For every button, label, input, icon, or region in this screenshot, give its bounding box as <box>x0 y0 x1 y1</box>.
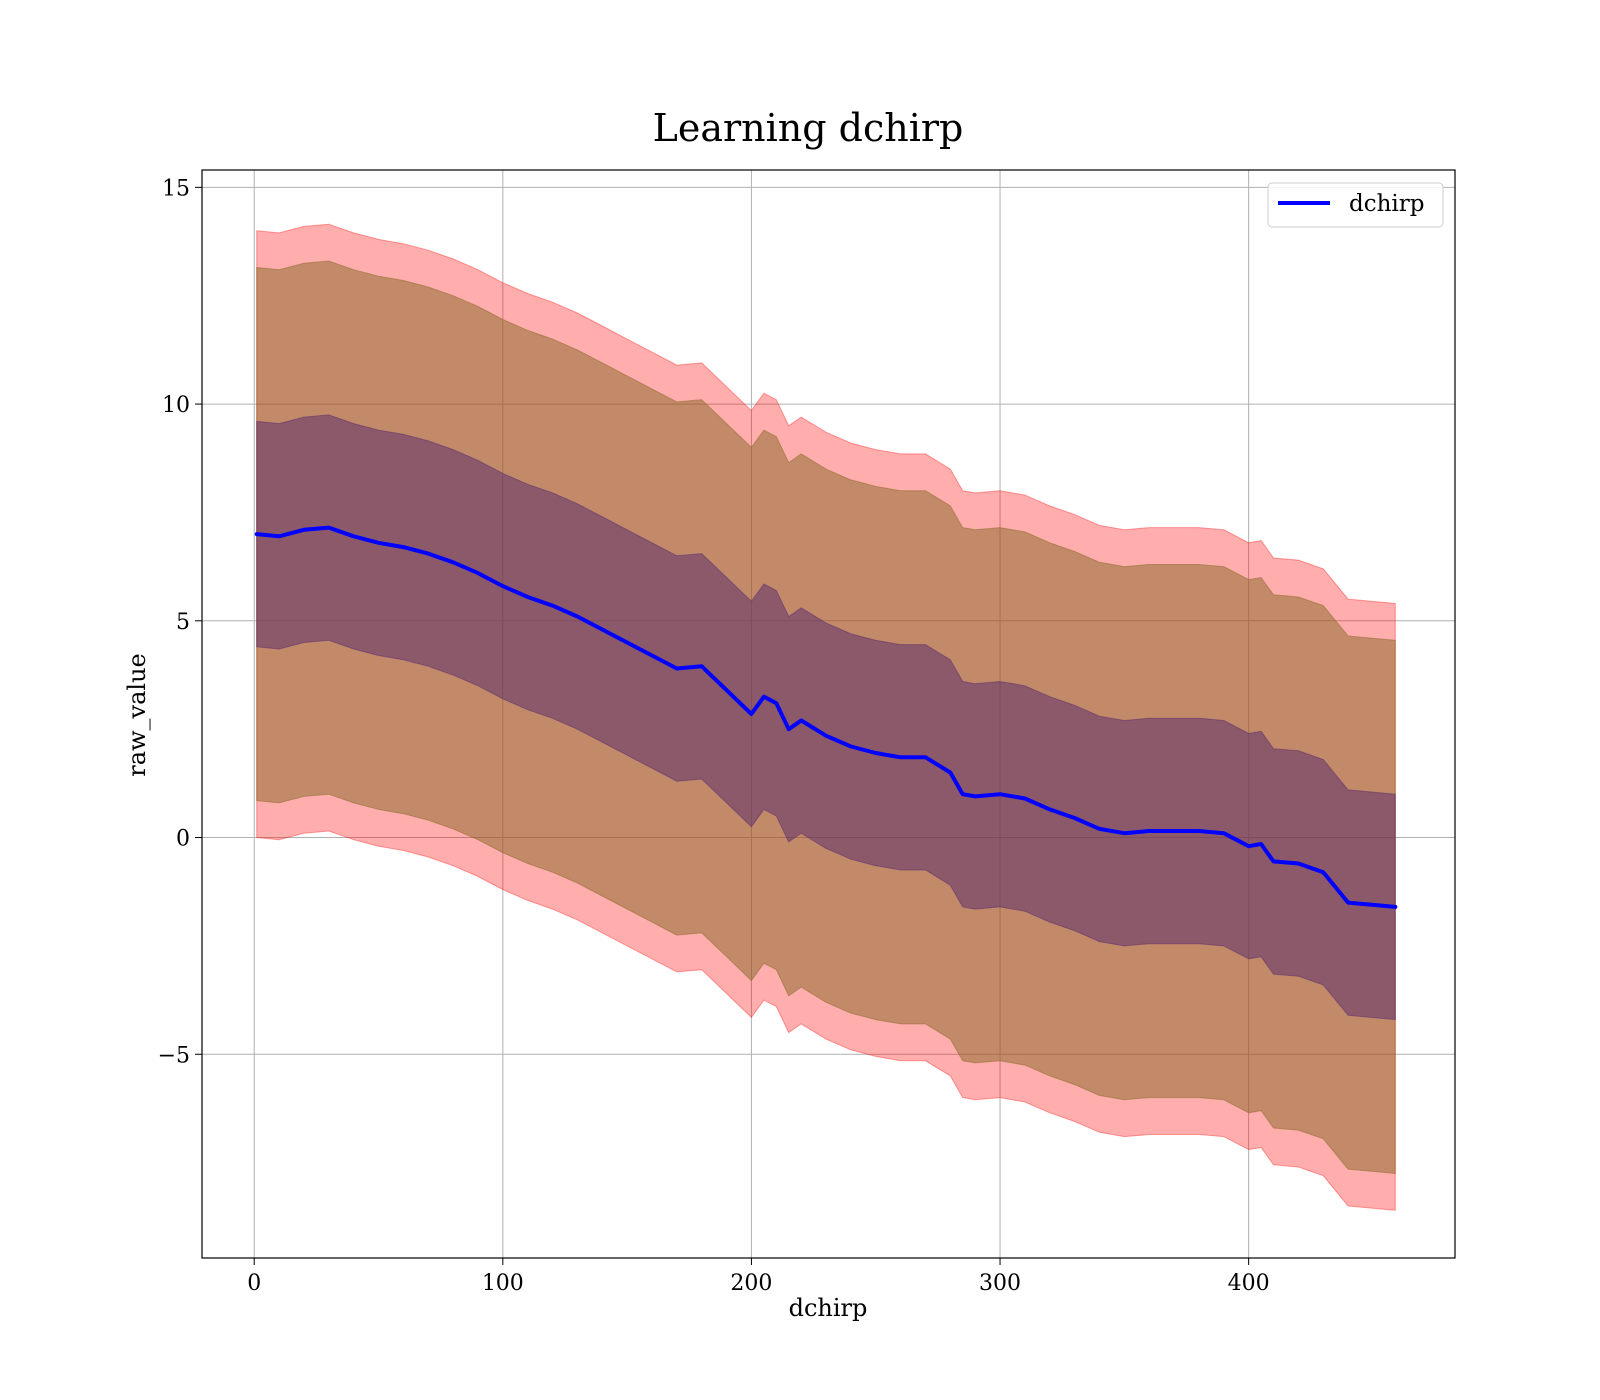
legend: dchirp <box>1267 182 1444 228</box>
chart-title: Learning dchirp <box>653 106 964 150</box>
x-tick-label: 200 <box>730 1271 772 1296</box>
x-tick-label: 0 <box>247 1271 261 1296</box>
y-tick-label: −5 <box>158 1043 190 1068</box>
band-layer <box>256 223 1396 1211</box>
x-axis-title: dchirp <box>789 1294 868 1322</box>
tick-layer: 0 100 200 300 400 −5 0 5 10 15 <box>158 176 1270 1296</box>
y-tick-label: 5 <box>176 610 190 635</box>
x-tick-label: 400 <box>1228 1271 1270 1296</box>
legend-label-dchirp: dchirp <box>1349 191 1425 217</box>
series-line-dchirp <box>254 525 1398 909</box>
y-tick-label: 15 <box>162 176 190 201</box>
y-tick-label: 0 <box>176 827 190 852</box>
legend-box <box>1267 182 1444 228</box>
y-tick-label: 10 <box>162 393 190 418</box>
x-tick-label: 100 <box>482 1271 524 1296</box>
plot-frame <box>201 169 1456 1259</box>
x-tick-label: 300 <box>979 1271 1021 1296</box>
band-1sigma <box>256 414 1396 1021</box>
y-axis-title: raw_value <box>123 653 151 777</box>
line-layer <box>254 525 1398 909</box>
